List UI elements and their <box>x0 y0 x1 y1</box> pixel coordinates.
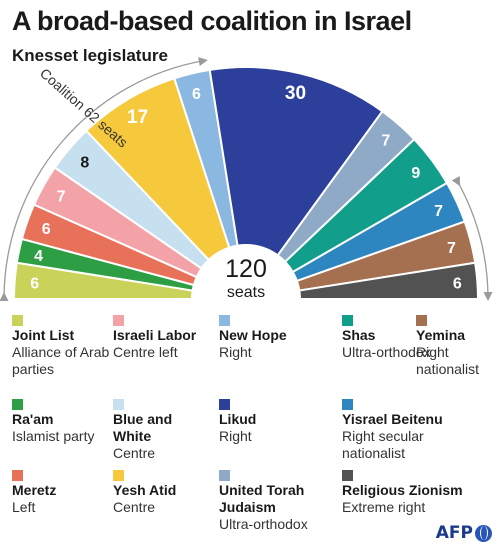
legend-swatch <box>342 315 353 326</box>
legend-desc: Centre <box>113 499 156 515</box>
legend-desc: Islamist party <box>12 428 95 444</box>
globe-icon <box>475 524 492 542</box>
legend-name: Joint List <box>12 327 75 343</box>
legend-item-joint-list: Joint List Alliance of Arab parties <box>12 313 112 378</box>
legend-item-religious-zionism: Religious Zionism Extreme right <box>342 468 482 516</box>
afp-logo: AFP <box>436 523 492 543</box>
legend-swatch <box>113 399 124 410</box>
legend-swatch <box>342 399 353 410</box>
legend-swatch <box>219 315 230 326</box>
legend-item-ra-am: Ra'am Islamist party <box>12 397 112 445</box>
seat-label-joint-list: 6 <box>30 275 39 292</box>
legend-desc: Right secular nationalist <box>342 428 424 461</box>
legend-swatch <box>342 470 353 481</box>
legend-swatch <box>12 315 23 326</box>
legend-name: Yisrael Beitenu <box>342 411 443 427</box>
legend-item-yemina: Yemina Right nationalist <box>416 313 496 378</box>
legend-name: Yemina <box>416 327 466 343</box>
legend-item-blue-and-white: Blue and White Centre <box>113 397 213 462</box>
legend-swatch <box>113 470 124 481</box>
center-value: 120 <box>225 255 267 283</box>
seat-label-new-hope: 6 <box>192 86 201 103</box>
chart-title: A broad-based coalition in Israel <box>12 6 412 36</box>
legend-name: Religious Zionism <box>342 482 463 498</box>
coalition-bracket <box>0 57 208 302</box>
legend-item-likud: Likud Right <box>219 397 319 445</box>
legend-desc: Centre left <box>113 344 178 360</box>
legend-desc: Extreme right <box>342 499 426 515</box>
opposition-bracket <box>451 176 493 302</box>
legend-desc: Left <box>12 499 36 515</box>
legend-item-meretz: Meretz Left <box>12 468 112 516</box>
seat-label-yesh-atid: 17 <box>127 107 148 128</box>
legend-item-yisrael-beitenu: Yisrael Beitenu Right secular nationalist <box>342 397 482 462</box>
legend-name: New Hope <box>219 327 287 343</box>
seat-label-likud: 30 <box>285 83 306 104</box>
legend-desc: Right <box>219 428 252 444</box>
logo-text: AFP <box>435 523 473 543</box>
seat-label-yisrael-beitenu: 7 <box>434 203 443 220</box>
legend-name: Blue and White <box>113 411 173 444</box>
seat-label-ra-am: 4 <box>34 248 43 265</box>
center-hole <box>192 245 300 353</box>
legend-name: Yesh Atid <box>113 482 177 498</box>
legend-item-united-torah-judaism: United Torah Judaism Ultra-orthodox <box>219 468 319 533</box>
legend-desc: Centre <box>113 445 156 461</box>
legend-swatch <box>12 470 23 481</box>
legend-name: Likud <box>219 411 257 427</box>
legend-swatch <box>219 470 230 481</box>
legend-swatch <box>12 399 23 410</box>
legend-swatch <box>219 399 230 410</box>
legend-name: Shas <box>342 327 376 343</box>
legend-item-shas: Shas Ultra-orthodox <box>342 313 482 361</box>
legend-name: Ra'am <box>12 411 54 427</box>
legend-desc: Right <box>219 344 252 360</box>
seat-label-israeli-labor: 7 <box>57 188 66 205</box>
legend-item-israeli-labor: Israeli Labor Centre left <box>113 313 213 361</box>
seat-label-meretz: 6 <box>42 221 51 238</box>
legend-desc: Right nationalist <box>416 344 480 377</box>
legend-swatch <box>113 315 124 326</box>
legend-desc: Ultra-orthodox <box>219 516 308 532</box>
legend-name: United Torah Judaism <box>219 482 305 515</box>
legend-swatch <box>416 315 427 326</box>
seat-label-shas: 9 <box>411 165 420 182</box>
seat-label-yemina: 7 <box>447 240 456 257</box>
legend-item-yesh-atid: Yesh Atid Centre <box>113 468 213 516</box>
seat-label-blue-and-white: 8 <box>80 154 89 171</box>
center-label: seats <box>227 284 265 301</box>
legend-name: Israeli Labor <box>113 327 197 343</box>
seat-label-religious-zionism: 6 <box>453 275 462 292</box>
legend-desc: Alliance of Arab parties <box>12 344 110 377</box>
legend-desc: Ultra-orthodox <box>342 344 431 360</box>
seat-label-united-torah-judaism: 7 <box>381 133 390 150</box>
legend-name: Meretz <box>12 482 57 498</box>
legend-item-new-hope: New Hope Right <box>219 313 319 361</box>
